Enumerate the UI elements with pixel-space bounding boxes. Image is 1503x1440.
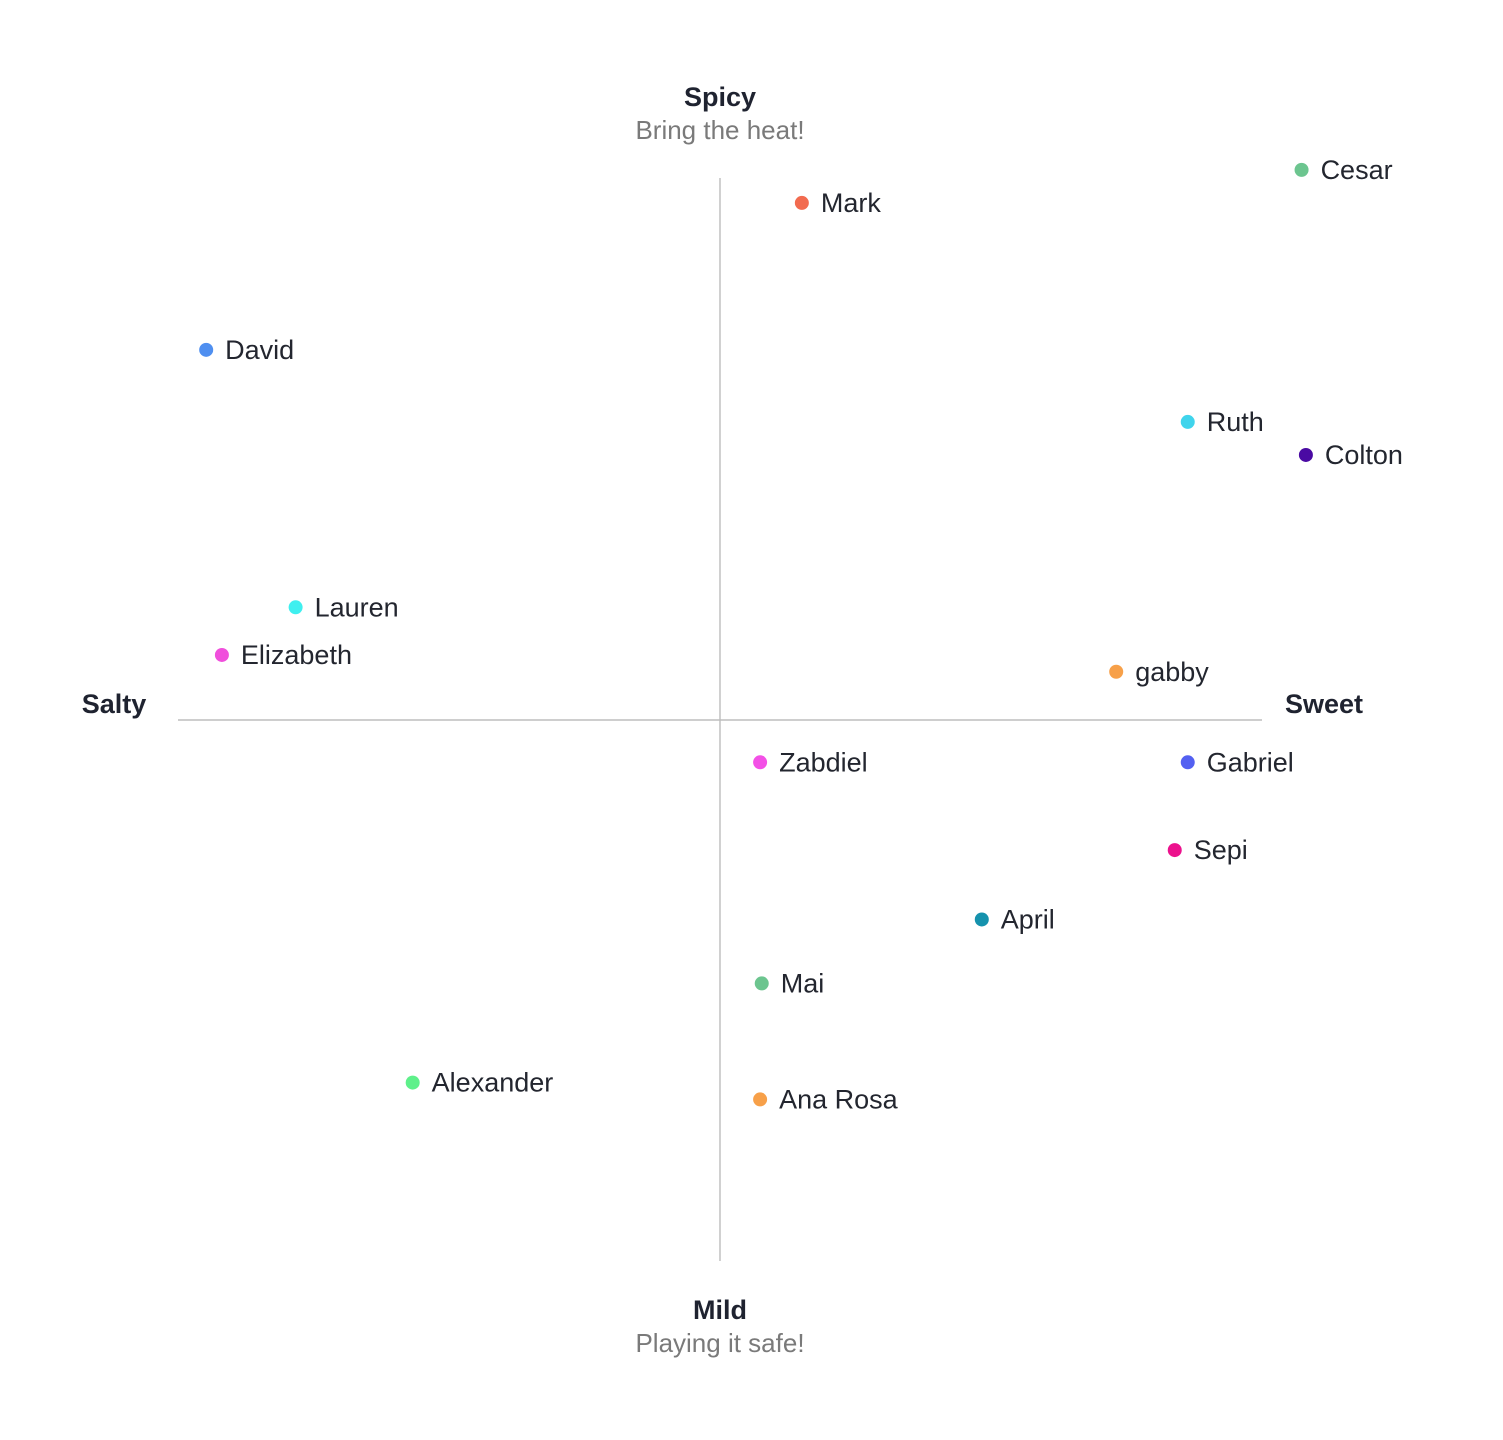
point-marker-gabriel: [1180, 755, 1195, 770]
point-lauren: Lauren: [288, 592, 399, 622]
point-marker-mark: [794, 195, 809, 210]
point-marker-elizabeth: [214, 647, 229, 662]
point-gabby: gabby: [1109, 657, 1209, 687]
point-label-lauren: Lauren: [315, 592, 399, 622]
point-marker-lauren: [288, 600, 303, 615]
point-marker-ruth: [1180, 414, 1195, 429]
left-axis-label: Salty: [82, 689, 147, 719]
point-label-ana-rosa: Ana Rosa: [779, 1084, 899, 1114]
point-mai: Mai: [754, 968, 825, 998]
right-axis-label: Sweet: [1285, 689, 1363, 719]
point-label-sepi: Sepi: [1194, 835, 1248, 865]
point-marker-colton: [1298, 447, 1313, 462]
bottom-axis-label: Mild: [693, 1295, 747, 1325]
point-colton: Colton: [1298, 440, 1403, 470]
top-axis-sublabel: Bring the heat!: [635, 115, 804, 145]
point-ana-rosa: Ana Rosa: [753, 1084, 899, 1114]
point-label-mark: Mark: [821, 188, 881, 218]
points-layer: Cesar Mark David Ruth Colton Lauren Elizabeth g…: [199, 155, 1403, 1114]
point-label-cesar: Cesar: [1321, 155, 1393, 185]
point-april: April: [974, 904, 1055, 934]
point-label-gabby: gabby: [1135, 657, 1209, 687]
point-marker-mai: [754, 976, 769, 991]
point-david: David: [199, 335, 294, 365]
point-marker-zabdiel: [753, 755, 768, 770]
point-label-colton: Colton: [1325, 440, 1403, 470]
point-ruth: Ruth: [1180, 407, 1264, 437]
point-label-april: April: [1001, 904, 1055, 934]
point-mark: Mark: [794, 188, 881, 218]
point-label-david: David: [225, 335, 294, 365]
point-label-ruth: Ruth: [1207, 407, 1264, 437]
point-marker-april: [974, 912, 989, 927]
point-cesar: Cesar: [1294, 155, 1393, 185]
bottom-axis-sublabel: Playing it safe!: [635, 1328, 804, 1358]
point-marker-cesar: [1294, 162, 1309, 177]
point-elizabeth: Elizabeth: [214, 640, 352, 670]
point-gabriel: Gabriel: [1180, 747, 1294, 777]
point-label-gabriel: Gabriel: [1207, 747, 1294, 777]
point-label-zabdiel: Zabdiel: [779, 747, 868, 777]
point-alexander: Alexander: [405, 1068, 554, 1098]
point-label-alexander: Alexander: [432, 1068, 554, 1098]
point-label-mai: Mai: [781, 968, 825, 998]
point-zabdiel: Zabdiel: [753, 747, 868, 777]
top-axis-label: Spicy: [684, 82, 756, 112]
point-sepi: Sepi: [1167, 835, 1248, 865]
point-marker-ana-rosa: [753, 1092, 768, 1107]
point-marker-david: [199, 342, 214, 357]
point-marker-sepi: [1167, 843, 1182, 858]
point-marker-alexander: [405, 1075, 420, 1090]
point-marker-gabby: [1109, 664, 1124, 679]
point-label-elizabeth: Elizabeth: [241, 640, 352, 670]
